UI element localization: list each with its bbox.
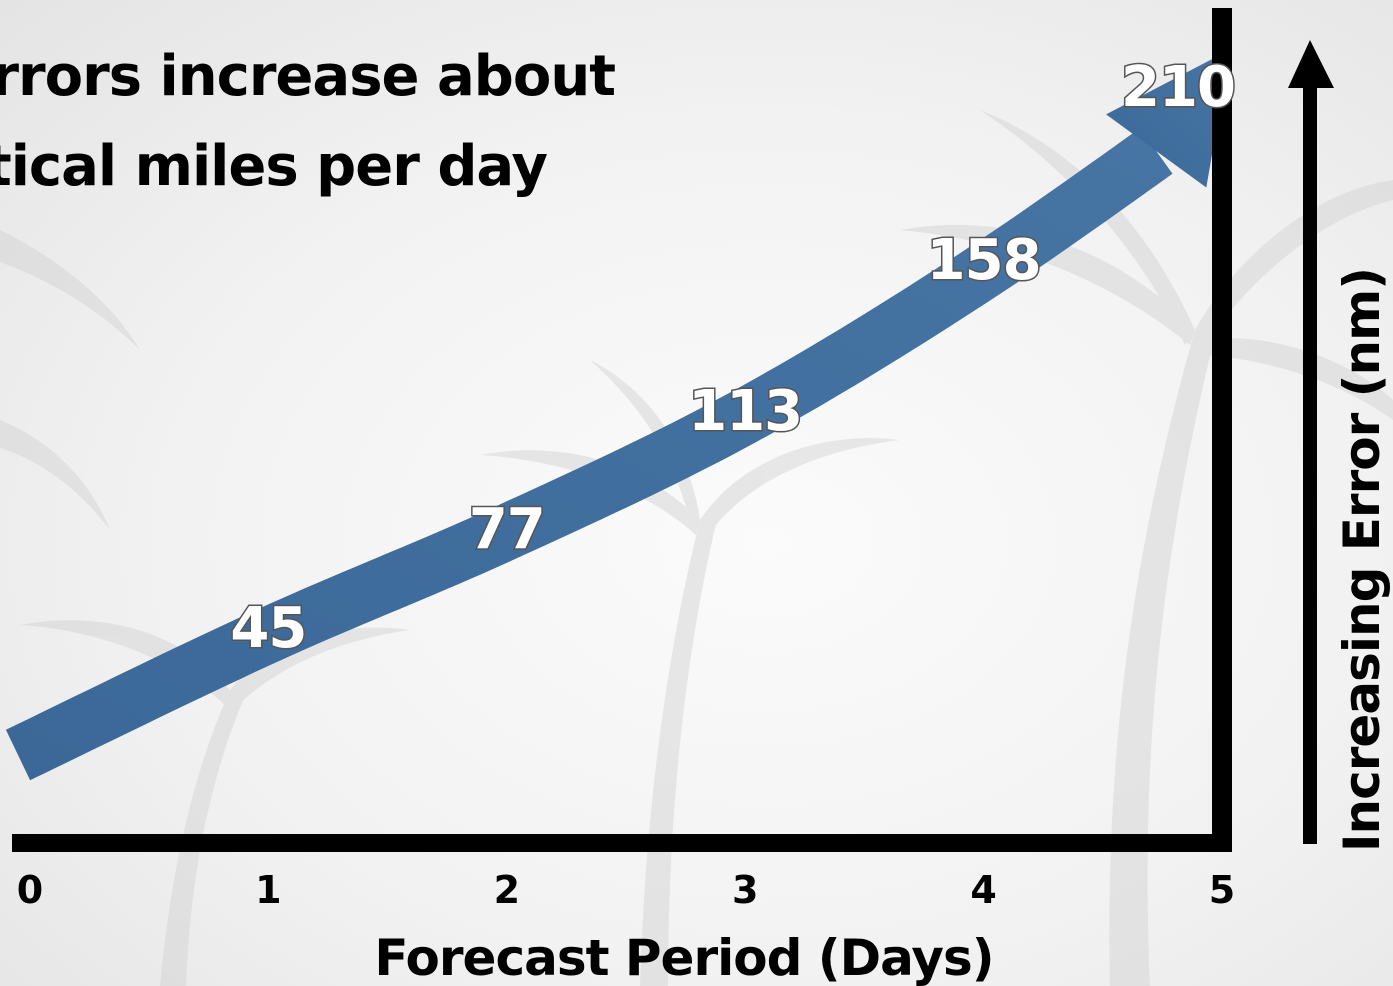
increasing-error-arrow-head [1288,40,1334,88]
increasing-error-arrow [1288,40,1334,844]
x-tick-label: 5 [1209,868,1235,912]
x-tick-label: 2 [494,868,520,912]
data-label-day-3: 113 [688,379,802,444]
x-tick-labels: 0 1 2 3 4 5 [17,868,1235,912]
data-labels: 45 77 113 158 210 [229,53,1238,662]
data-label-day-2: 77 [469,497,545,562]
data-label-day-5: 210 [1121,55,1235,120]
x-tick-label: 4 [970,868,996,912]
x-axis-line [12,834,1232,852]
x-tick-label: 0 [17,868,43,912]
x-tick-label: 3 [732,868,758,912]
error-trend-arrow-body [5,128,1173,781]
slide-title-line-2: tical miles per day [0,134,548,199]
data-label-day-4: 158 [927,228,1041,293]
x-tick-label: 1 [255,868,281,912]
y-axis-line [1212,8,1232,852]
slide-title-line-1: rrors increase about [0,44,616,109]
error-trend-arrow [5,49,1230,781]
increasing-error-arrow-shaft [1303,84,1317,844]
x-axis-title: Forecast Period (Days) [374,929,993,986]
data-label-day-1: 45 [230,596,306,661]
y-axis-title: Increasing Error (nm) [1333,268,1391,852]
error-trend-arrow-head [1106,49,1230,188]
